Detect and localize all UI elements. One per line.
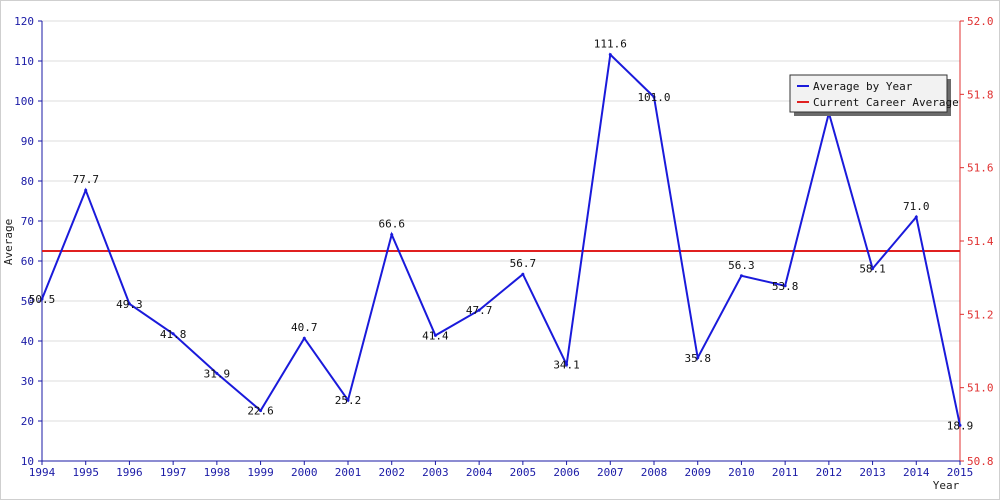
y-tick-label: 100 [14, 95, 34, 108]
data-label: 35.8 [684, 352, 711, 365]
data-label: 58.1 [859, 263, 886, 276]
data-point [477, 308, 481, 312]
x-tick-label: 2011 [772, 466, 799, 479]
data-label: 50.5 [29, 293, 56, 306]
data-label: 111.6 [594, 38, 627, 51]
y-tick-label: 110 [14, 55, 34, 68]
x-tick-label: 1994 [29, 466, 56, 479]
data-point [608, 53, 612, 57]
y2-tick-label: 51.4 [967, 235, 994, 248]
y2-tick-label: 51.0 [967, 382, 994, 395]
data-point [958, 423, 962, 427]
data-point [259, 409, 263, 413]
data-label: 71.0 [903, 200, 930, 213]
y-tick-label: 120 [14, 15, 34, 28]
x-tick-label: 1998 [204, 466, 231, 479]
y2-tick-label: 51.6 [967, 162, 994, 175]
data-label: 77.7 [72, 173, 99, 186]
data-point [84, 188, 88, 192]
y-tick-label: 70 [21, 215, 34, 228]
data-label: 53.8 [772, 280, 799, 293]
data-point [171, 332, 175, 336]
x-tick-label: 2013 [859, 466, 886, 479]
data-label: 22.6 [247, 405, 274, 418]
x-tick-label: 1997 [160, 466, 187, 479]
data-label: 56.7 [510, 257, 537, 270]
data-point [739, 274, 743, 278]
y-tick-label: 40 [21, 335, 34, 348]
data-point [215, 371, 219, 375]
x-tick-label: 2000 [291, 466, 318, 479]
data-label: 34.1 [553, 359, 580, 372]
data-label: 40.7 [291, 321, 318, 334]
data-point [302, 336, 306, 340]
y-tick-label: 30 [21, 375, 34, 388]
data-labels: 50.5 77.7 49.3 41.8 31.9 22.6 40.7 25.2 66.6 41.4… [29, 38, 974, 433]
y2-tick-label: 52.0 [967, 15, 994, 28]
x-tick-label: 1999 [247, 466, 274, 479]
legend-label-career-average: Current Career Average [813, 96, 959, 109]
data-point [521, 272, 525, 276]
x-tick-label: 2015 [947, 466, 974, 479]
legend-label-average-by-year: Average by Year [813, 80, 913, 93]
data-label: 47.7 [466, 304, 493, 317]
data-point [914, 215, 918, 219]
y2-tick-label: 51.8 [967, 88, 994, 101]
y-tick-label: 90 [21, 135, 34, 148]
data-label: 101.0 [637, 91, 670, 104]
data-point [652, 95, 656, 99]
data-label: 41.4 [422, 329, 449, 342]
x-tick-label: 2001 [335, 466, 362, 479]
data-point [696, 356, 700, 360]
x-tick-label: 2006 [553, 466, 580, 479]
y-tick-label: 50 [21, 295, 34, 308]
x-tick-label: 1996 [116, 466, 143, 479]
x-tick-label: 2014 [903, 466, 930, 479]
data-label: 41.8 [160, 328, 187, 341]
data-point [127, 302, 131, 306]
data-point [871, 267, 875, 271]
x-tick-label: 2009 [684, 466, 711, 479]
x-tick-label: 2004 [466, 466, 493, 479]
x-axis-title: Year [933, 479, 960, 492]
x-tick-label: 2005 [510, 466, 537, 479]
data-label: 18.9 [947, 419, 974, 432]
x-tick-label: 2003 [422, 466, 449, 479]
data-point [433, 333, 437, 337]
average-by-year-line [41, 52, 961, 426]
axes [38, 20, 964, 465]
y-tick-label: 20 [21, 415, 34, 428]
y2-tick-label: 51.2 [967, 308, 994, 321]
data-point [390, 233, 394, 237]
series-layer [40, 52, 962, 427]
x-tick-label: 2002 [378, 466, 405, 479]
data-label: 49.3 [116, 298, 143, 311]
data-label: 25.2 [335, 394, 362, 407]
data-point [40, 297, 44, 301]
data-point [783, 284, 787, 288]
y2-tick-label: 50.8 [967, 455, 994, 468]
x-tick-label: 2010 [728, 466, 755, 479]
tick-labels: 10203040506070809010011012050.851.051.25… [14, 15, 994, 479]
data-label: 31.9 [204, 367, 231, 380]
x-tick-label: 1995 [72, 466, 99, 479]
x-tick-label: 2008 [641, 466, 668, 479]
y-axis-title: Average [2, 219, 15, 265]
data-point [346, 398, 350, 402]
y-tick-label: 60 [21, 255, 34, 268]
y-tick-label: 10 [21, 455, 34, 468]
x-tick-label: 2012 [816, 466, 843, 479]
legend: Average by Year Current Career Average [789, 74, 959, 116]
x-tick-label: 2007 [597, 466, 624, 479]
data-point [565, 363, 569, 367]
legend-box [789, 74, 948, 113]
data-label: 56.3 [728, 259, 755, 272]
data-label: 66.6 [378, 218, 405, 231]
y-tick-label: 80 [21, 175, 34, 188]
